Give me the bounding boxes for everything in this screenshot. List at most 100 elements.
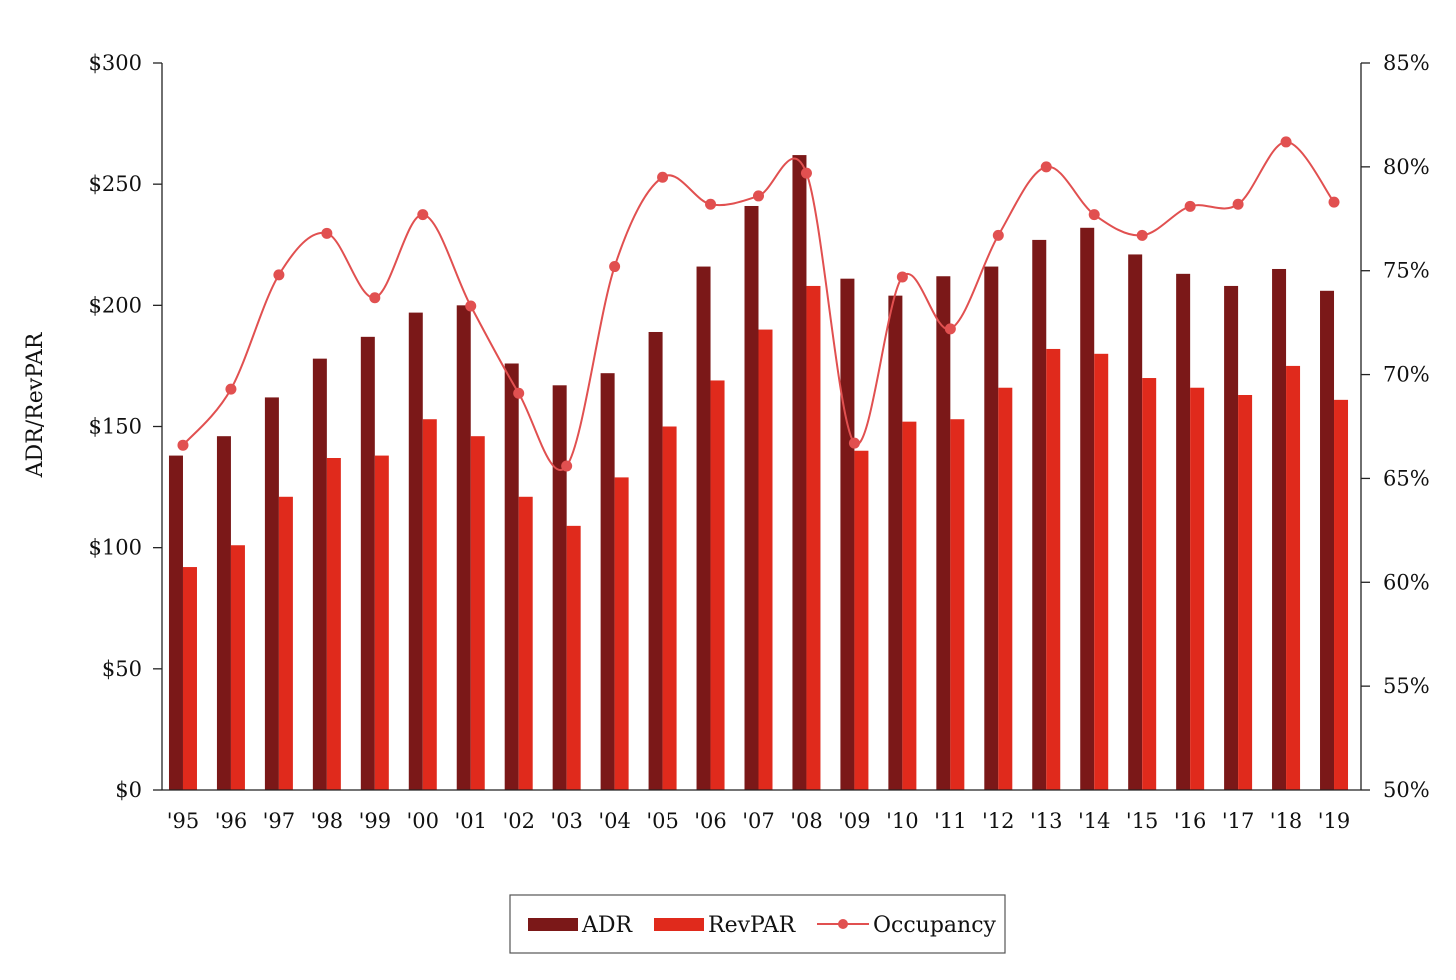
- bar-adr: [648, 331, 663, 790]
- occupancy-point: [944, 323, 956, 335]
- occupancy-point: [513, 387, 525, 399]
- occupancy-point: [1136, 229, 1148, 241]
- x-tick-label: '96: [215, 809, 248, 833]
- left-axis-title: ADR/RevPAR: [23, 331, 48, 478]
- bar-adr: [936, 276, 951, 791]
- bar-revpar: [854, 450, 869, 790]
- x-tick-label: '98: [311, 809, 344, 833]
- occupancy-point: [225, 383, 237, 395]
- x-tick-label: '01: [454, 809, 487, 833]
- occupancy-point: [1088, 209, 1100, 221]
- x-tick-label: '97: [263, 809, 296, 833]
- bar-revpar: [998, 387, 1013, 790]
- bar-adr: [504, 363, 519, 790]
- occupancy-point: [1328, 196, 1340, 208]
- occupancy-point: [992, 229, 1004, 241]
- occupancy-point: [273, 269, 285, 281]
- legend-box: [509, 894, 1006, 954]
- x-tick-label: '05: [646, 809, 679, 833]
- bar-revpar: [662, 426, 677, 790]
- bar-revpar: [230, 545, 245, 790]
- bar-adr: [312, 358, 327, 790]
- bar-revpar: [1094, 353, 1109, 790]
- occupancy-point: [369, 292, 381, 304]
- bar-revpar: [806, 285, 821, 790]
- bar-revpar: [710, 380, 725, 790]
- x-tick-label: '13: [1030, 809, 1063, 833]
- x-tick-label: '03: [550, 809, 583, 833]
- bar-adr: [456, 305, 471, 790]
- left-tick-label: $100: [89, 536, 142, 560]
- bar-revpar: [1142, 378, 1157, 790]
- x-tick-label: '00: [407, 809, 440, 833]
- bar-adr: [840, 278, 855, 790]
- occupancy-point: [1184, 200, 1196, 212]
- occupancy-point: [753, 190, 764, 202]
- x-tick-label: '12: [982, 809, 1015, 833]
- legend-swatch-adr: [528, 918, 578, 931]
- left-tick-label: $200: [89, 293, 142, 317]
- bar-adr: [744, 205, 759, 790]
- bar-adr: [1320, 290, 1335, 790]
- bar-revpar: [1286, 365, 1301, 790]
- occupancy-point: [705, 198, 717, 210]
- right-tick-label: 70%: [1383, 363, 1430, 387]
- occupancy-point: [896, 271, 908, 283]
- bar-adr: [408, 312, 423, 790]
- right-tick-label: 60%: [1383, 570, 1430, 594]
- bar-revpar: [566, 525, 581, 790]
- left-tick-label: $150: [89, 415, 142, 439]
- bar-revpar: [950, 419, 965, 790]
- legend-label-occupancy: Occupancy: [873, 913, 997, 938]
- bar-adr: [360, 336, 375, 790]
- bar-adr: [552, 385, 567, 790]
- bars-layer: [168, 155, 1349, 791]
- bar-revpar: [614, 477, 629, 790]
- x-tick-label: '10: [886, 809, 919, 833]
- occupancy-point: [561, 460, 573, 472]
- x-tick-label: '17: [1222, 809, 1255, 833]
- legend: ADR RevPAR Occupancy: [509, 894, 1006, 954]
- bar-adr: [1080, 227, 1095, 790]
- left-tick-label: $300: [89, 51, 142, 75]
- occupancy-point: [1232, 198, 1244, 210]
- legend-swatch-revpar: [654, 918, 704, 931]
- bar-revpar: [518, 496, 533, 790]
- occupancy-point: [417, 209, 429, 221]
- x-tick-label: '09: [838, 809, 871, 833]
- legend-label-adr: ADR: [581, 913, 634, 938]
- x-tick-label: '11: [934, 809, 967, 833]
- bar-adr: [984, 266, 999, 790]
- bar-revpar: [470, 436, 485, 790]
- bar-revpar: [278, 496, 293, 790]
- bar-revpar: [758, 329, 773, 790]
- occupancy-point: [1280, 136, 1292, 148]
- x-tick-label: '15: [1126, 809, 1159, 833]
- left-tick-label: $250: [89, 172, 142, 196]
- occupancy-point: [609, 261, 621, 273]
- bar-adr: [1224, 285, 1239, 790]
- bar-adr: [696, 266, 711, 790]
- right-tick-label: 75%: [1383, 259, 1430, 283]
- occupancy-point: [321, 227, 333, 239]
- x-tick-label: '99: [359, 809, 392, 833]
- x-tick-label: '14: [1078, 809, 1111, 833]
- occupancy-point: [177, 439, 189, 451]
- bar-revpar: [1190, 387, 1205, 790]
- bar-adr: [1176, 273, 1191, 791]
- bar-adr: [1032, 239, 1047, 791]
- occupancy-line-layer: [177, 136, 1340, 472]
- bar-revpar: [1334, 399, 1349, 790]
- occupancy-point: [657, 171, 669, 183]
- bar-adr: [264, 397, 279, 790]
- x-tick-label: '95: [167, 809, 200, 833]
- x-tick-label: '16: [1174, 809, 1207, 833]
- x-tick-label: '04: [598, 809, 631, 833]
- occupancy-point: [1040, 161, 1052, 173]
- bar-revpar: [374, 455, 389, 790]
- x-tick-label: '19: [1318, 809, 1351, 833]
- bar-adr: [600, 373, 615, 790]
- occupancy-point: [800, 167, 812, 179]
